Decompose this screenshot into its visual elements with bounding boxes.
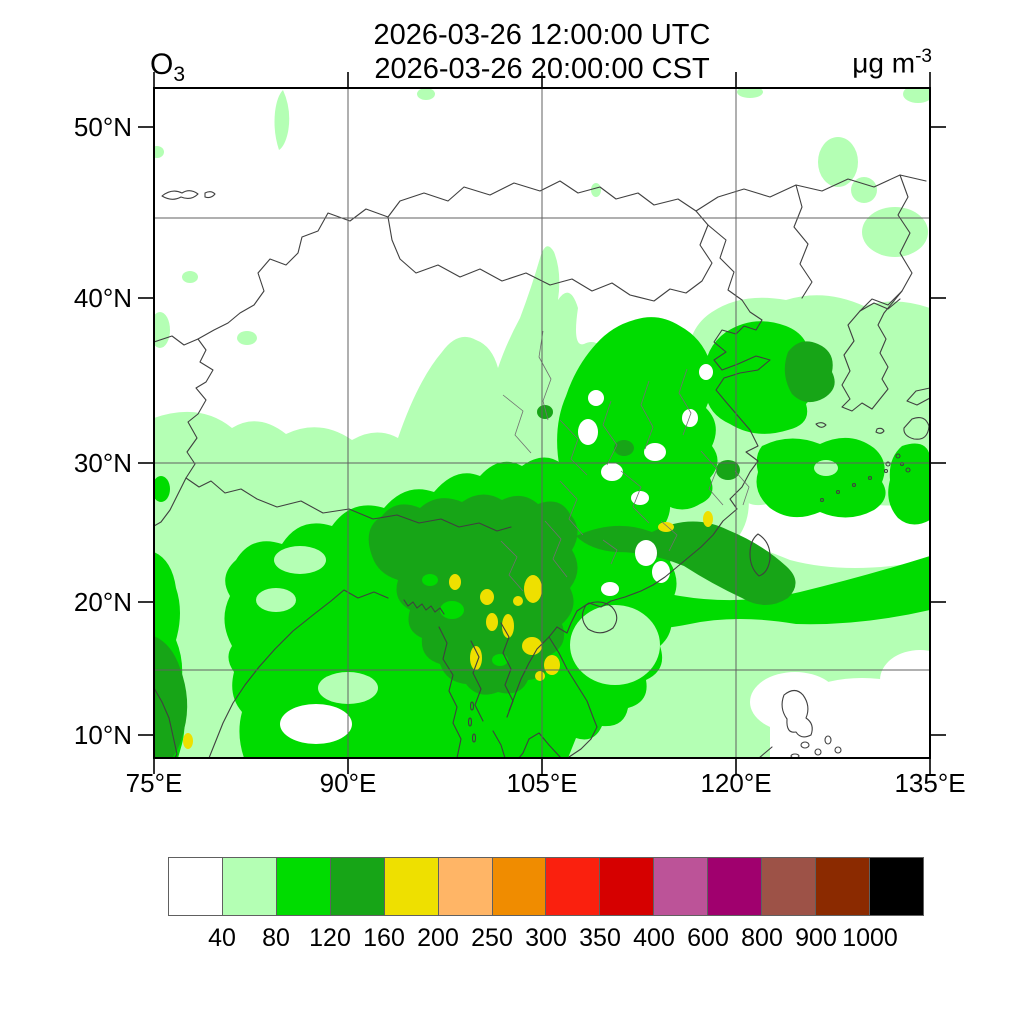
colorbar-label: 160 xyxy=(363,924,405,952)
colorbar-swatch xyxy=(762,858,817,915)
colorbar-label: 1000 xyxy=(842,924,898,952)
colorbar-swatch xyxy=(384,858,439,915)
lat-tick-label-30n: 30°N xyxy=(73,448,132,478)
colorbar-label: 350 xyxy=(579,924,621,952)
gridlines xyxy=(154,88,930,758)
contour-holes-green xyxy=(422,574,508,666)
species-label: O3 xyxy=(150,48,186,86)
axis-ticks xyxy=(138,72,946,774)
province-borders xyxy=(500,330,750,592)
colorbar-labels: 40 80 120 160 200 250 300 350 400 600 80… xyxy=(168,924,924,954)
country-borders xyxy=(154,174,930,758)
colorbar-swatch xyxy=(169,858,223,915)
lat-tick-label-40n: 40°N xyxy=(73,283,132,313)
lat-tick-label-50n: 50°N xyxy=(73,112,132,142)
colorbar-label: 40 xyxy=(208,924,236,952)
colorbar-label: 800 xyxy=(741,924,783,952)
colorbar-swatch xyxy=(546,858,601,915)
units-label: μg m-3 xyxy=(852,46,932,79)
colorbar-label: 300 xyxy=(525,924,567,952)
colorbar-swatch xyxy=(276,858,331,915)
colorbar-swatch xyxy=(654,858,709,915)
colorbar-swatch xyxy=(438,858,493,915)
species-subscript: 3 xyxy=(173,63,186,86)
lon-tick-label-105e: 105°E xyxy=(506,768,578,798)
colorbar-label: 900 xyxy=(795,924,837,952)
title-line-cst: 2026-03-26 20:00:00 CST xyxy=(374,53,710,85)
colorbar-label: 600 xyxy=(687,924,729,952)
lon-tick-label-75e: 75°E xyxy=(125,768,183,798)
lat-tick-label-10n: 10°N xyxy=(73,720,132,750)
colorbar-label: 400 xyxy=(633,924,675,952)
colorbar-swatch xyxy=(869,858,923,915)
lon-tick-label-90e: 90°E xyxy=(319,768,377,798)
plot-title: 2026-03-26 12:00:00 UTC 2026-03-26 20:00… xyxy=(242,18,842,86)
colorbar-label: 120 xyxy=(309,924,351,952)
colorbar-label: 200 xyxy=(417,924,459,952)
colorbar-label: 80 xyxy=(262,924,290,952)
colorbar-swatch xyxy=(222,858,277,915)
colorbar xyxy=(168,857,924,916)
colorbar-swatch xyxy=(816,858,870,915)
colorbar-swatch xyxy=(492,858,547,915)
colorbar-swatch xyxy=(708,858,763,915)
title-line-utc: 2026-03-26 12:00:00 UTC xyxy=(373,19,711,51)
lon-tick-label-120e: 120°E xyxy=(700,768,772,798)
contour-holes-white xyxy=(280,364,930,758)
lon-tick-label-135e: 135°E xyxy=(894,768,966,798)
colorbar-swatch xyxy=(330,858,385,915)
colorbar-swatch xyxy=(600,858,655,915)
map-frame xyxy=(138,72,946,774)
colorbar-label: 250 xyxy=(471,924,513,952)
lat-tick-label-20n: 20°N xyxy=(73,587,132,617)
contour-fill-160-200 xyxy=(183,511,713,749)
units-superscript: -3 xyxy=(915,46,932,67)
contour-holes-pale xyxy=(256,460,838,704)
